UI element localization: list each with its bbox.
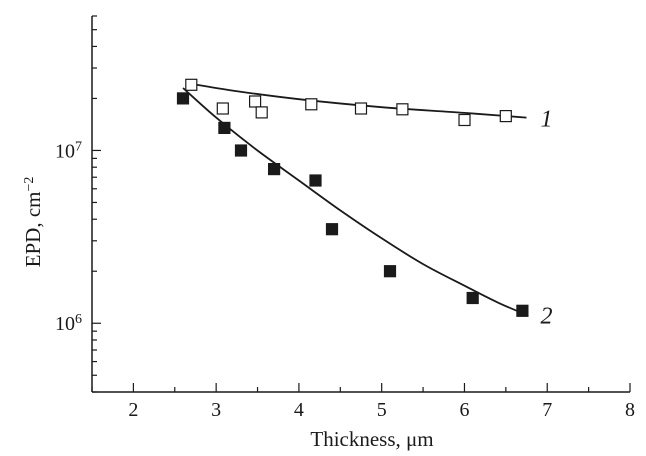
x-tick-label: 6 <box>459 399 469 421</box>
y-axis-label-exponent: −2 <box>22 177 37 192</box>
y-tick-exponent: 7 <box>75 139 82 154</box>
curve-labels: 12 <box>541 107 553 330</box>
y-tick-base: 10 <box>55 313 75 335</box>
x-axis-label: Thickness, μm <box>310 427 433 451</box>
open-square-point-series-1 <box>216 102 229 115</box>
y-tick-exponent: 6 <box>75 312 82 327</box>
x-tick-label: 8 <box>625 399 635 421</box>
y-axis-label-text: EPD, cm <box>21 192 45 268</box>
filled-square-point-series-2 <box>176 92 190 105</box>
y-tick-label: 106 <box>55 312 82 336</box>
open-square-point-series-1 <box>396 103 409 116</box>
data-points <box>176 78 529 317</box>
open-square-point-series-1 <box>249 95 262 108</box>
open-square-point-series-1 <box>185 78 198 91</box>
open-square-point-series-1 <box>305 98 318 111</box>
x-tick-label: 3 <box>211 399 221 421</box>
open-square-point-series-1 <box>458 113 471 127</box>
open-square-point-series-1 <box>499 109 512 123</box>
axes <box>91 16 630 393</box>
y-tick-label: 107 <box>55 139 82 163</box>
filled-square-point-series-2 <box>268 163 281 176</box>
filled-square-point-series-2 <box>234 144 248 157</box>
filled-square-point-series-2 <box>383 265 397 278</box>
fit-curves <box>182 82 527 316</box>
filled-square-point-series-2 <box>466 291 479 305</box>
y-axis-label: EPD, cm−2 <box>21 177 45 268</box>
filled-square-point-series-2 <box>516 304 529 317</box>
fit-curve-series-2 <box>182 87 527 316</box>
y-tick-base: 10 <box>55 140 75 162</box>
x-tick-label: 2 <box>128 399 138 421</box>
x-tick-label: 5 <box>377 399 387 421</box>
open-square-point-series-1 <box>255 106 268 119</box>
x-tick-label: 7 <box>542 399 552 421</box>
filled-square-point-series-2 <box>309 174 322 187</box>
x-tick-label: 4 <box>294 399 304 421</box>
curve-label-1: 1 <box>541 107 553 133</box>
filled-square-point-series-2 <box>218 121 231 135</box>
fit-curve-series-1 <box>187 82 527 119</box>
curve-label-2: 2 <box>541 304 553 330</box>
filled-square-point-series-2 <box>325 223 339 236</box>
x-axis-ticks: 2 3 4 5 6 7 8 <box>91 383 635 421</box>
open-square-point-series-1 <box>354 102 368 115</box>
